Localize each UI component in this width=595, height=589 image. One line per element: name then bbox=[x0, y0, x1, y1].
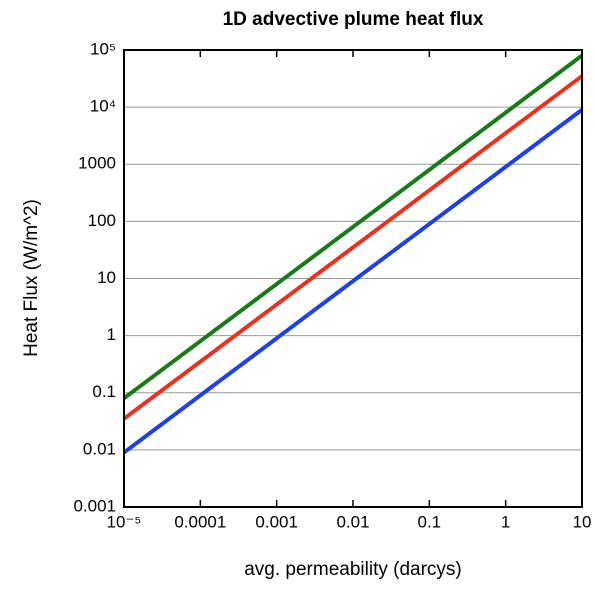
chart-title: 1D advective plume heat flux bbox=[223, 9, 484, 30]
x-tick-label: 0.01 bbox=[336, 512, 369, 531]
y-axis-label: Heat Flux (W/m^2) bbox=[21, 199, 42, 357]
x-tick-label: 1 bbox=[501, 512, 510, 531]
y-tick-label: 10⁵ bbox=[90, 39, 116, 58]
plot-frame bbox=[123, 49, 583, 508]
line bbox=[122, 74, 584, 421]
x-tick-label: 0.1 bbox=[418, 512, 442, 531]
line bbox=[122, 53, 584, 400]
x-axis-label: avg. permeability (darcys) bbox=[244, 559, 462, 580]
line bbox=[122, 108, 584, 455]
x-tick-label: 0.0001 bbox=[174, 512, 226, 531]
y-tick-label: 0.001 bbox=[73, 496, 116, 515]
y-tick-label: 0.1 bbox=[92, 382, 116, 401]
x-tick-label: 0.001 bbox=[255, 512, 298, 531]
y-tick-label: 10 bbox=[97, 268, 116, 287]
y-tick-label: 0.01 bbox=[83, 439, 116, 458]
y-tick-label: 10⁴ bbox=[90, 97, 116, 116]
y-tick-label: 1 bbox=[107, 325, 116, 344]
y-tick-label: 100 bbox=[88, 211, 116, 230]
x-tick-label: 10 bbox=[573, 512, 592, 531]
y-tick-label: 1000 bbox=[78, 154, 116, 173]
x-tick-label: 10⁻⁵ bbox=[107, 512, 142, 531]
